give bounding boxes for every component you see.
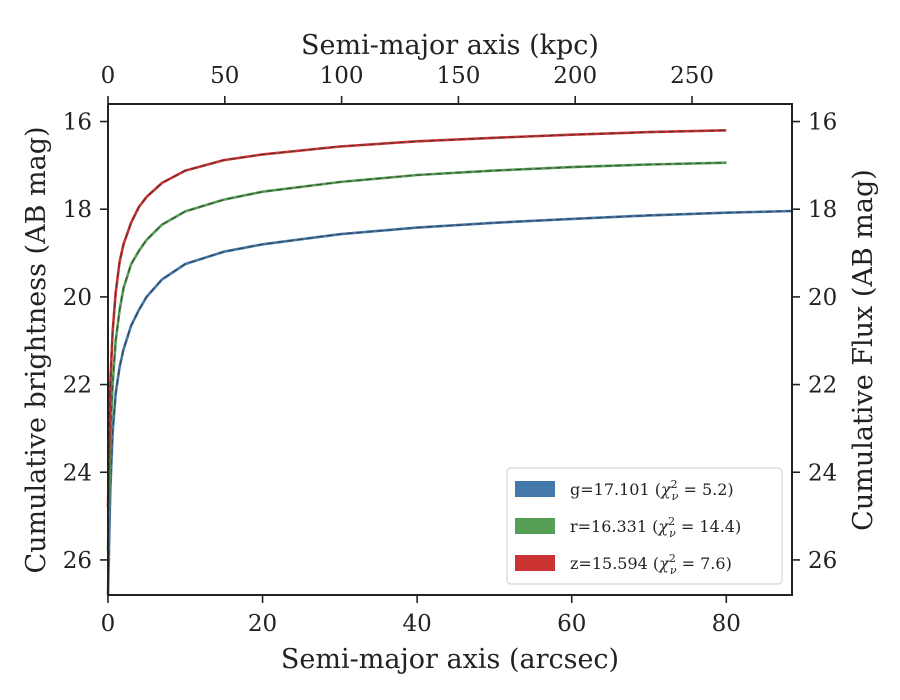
- legend-label-0: g=17.101 (χ2 ν = 5.2): [570, 478, 734, 503]
- top-x-tick-label-4: 200: [553, 63, 597, 89]
- y-axis-title: Cumulative brightness (AB mag): [21, 126, 52, 573]
- right-y-axis: 16 18 20 22 24 26: [792, 110, 837, 574]
- x-tick-label-1: 20: [248, 611, 277, 637]
- top-x-tick-label-2: 100: [320, 63, 364, 89]
- x-axis-title: Semi-major axis (arcsec): [281, 644, 619, 675]
- model-line-0: [107, 210, 793, 596]
- legend-swatch-1: [515, 518, 555, 534]
- y-tick-label-1: 18: [63, 197, 92, 223]
- series-line-2: [106, 129, 727, 508]
- right-y-tick-label-3: 22: [808, 373, 837, 399]
- legend-swatch-0: [515, 481, 555, 497]
- legend: g=17.101 (χ2 ν = 5.2) r=16.331 (χ2 ν = 14.4…: [506, 467, 783, 585]
- x-tick-label-0: 0: [101, 611, 116, 637]
- top-x-tick-label-1: 50: [210, 63, 239, 89]
- model-line-2: [107, 129, 727, 508]
- model-line-1: [107, 162, 727, 552]
- plot-area: [106, 129, 793, 596]
- y-tick-label-3: 22: [63, 373, 92, 399]
- y-tick-label-4: 24: [63, 460, 92, 486]
- top-x-axis-title: Semi-major axis (kpc): [301, 30, 599, 61]
- y-tick-label-0: 16: [63, 110, 92, 136]
- legend-label-1: r=16.331 (χ2 ν = 14.4): [570, 515, 741, 540]
- top-x-tick-label-0: 0: [101, 63, 116, 89]
- right-y-tick-label-2: 20: [808, 285, 837, 311]
- left-y-axis: 16 18 20 22 24 26: [63, 110, 108, 574]
- right-y-tick-label-1: 18: [808, 197, 837, 223]
- top-x-axis: 0 50 100 150 200 250: [101, 63, 714, 104]
- plot-frame: [107, 103, 793, 596]
- right-y-tick-label-4: 24: [808, 460, 837, 486]
- x-tick-label-2: 40: [403, 611, 432, 637]
- bottom-x-axis: 0 20 40 60 80: [101, 595, 741, 637]
- legend-label-2: z=15.594 (χ2 ν = 7.6): [570, 552, 732, 577]
- top-x-tick-label-5: 250: [670, 63, 714, 89]
- legend-items: g=17.101 (χ2 ν = 5.2) r=16.331 (χ2 ν = 14.4…: [515, 478, 741, 577]
- legend-box: [506, 467, 783, 585]
- top-x-tick-label-3: 150: [436, 63, 480, 89]
- legend-swatch-2: [515, 555, 555, 571]
- right-y-axis-title: Cumulative Flux (AB mag): [848, 169, 879, 531]
- y-tick-label-2: 20: [63, 285, 92, 311]
- x-tick-label-4: 80: [712, 611, 741, 637]
- right-y-tick-label-0: 16: [808, 110, 837, 136]
- right-y-tick-label-5: 26: [808, 548, 837, 574]
- x-tick-label-3: 60: [557, 611, 586, 637]
- y-tick-label-5: 26: [63, 548, 92, 574]
